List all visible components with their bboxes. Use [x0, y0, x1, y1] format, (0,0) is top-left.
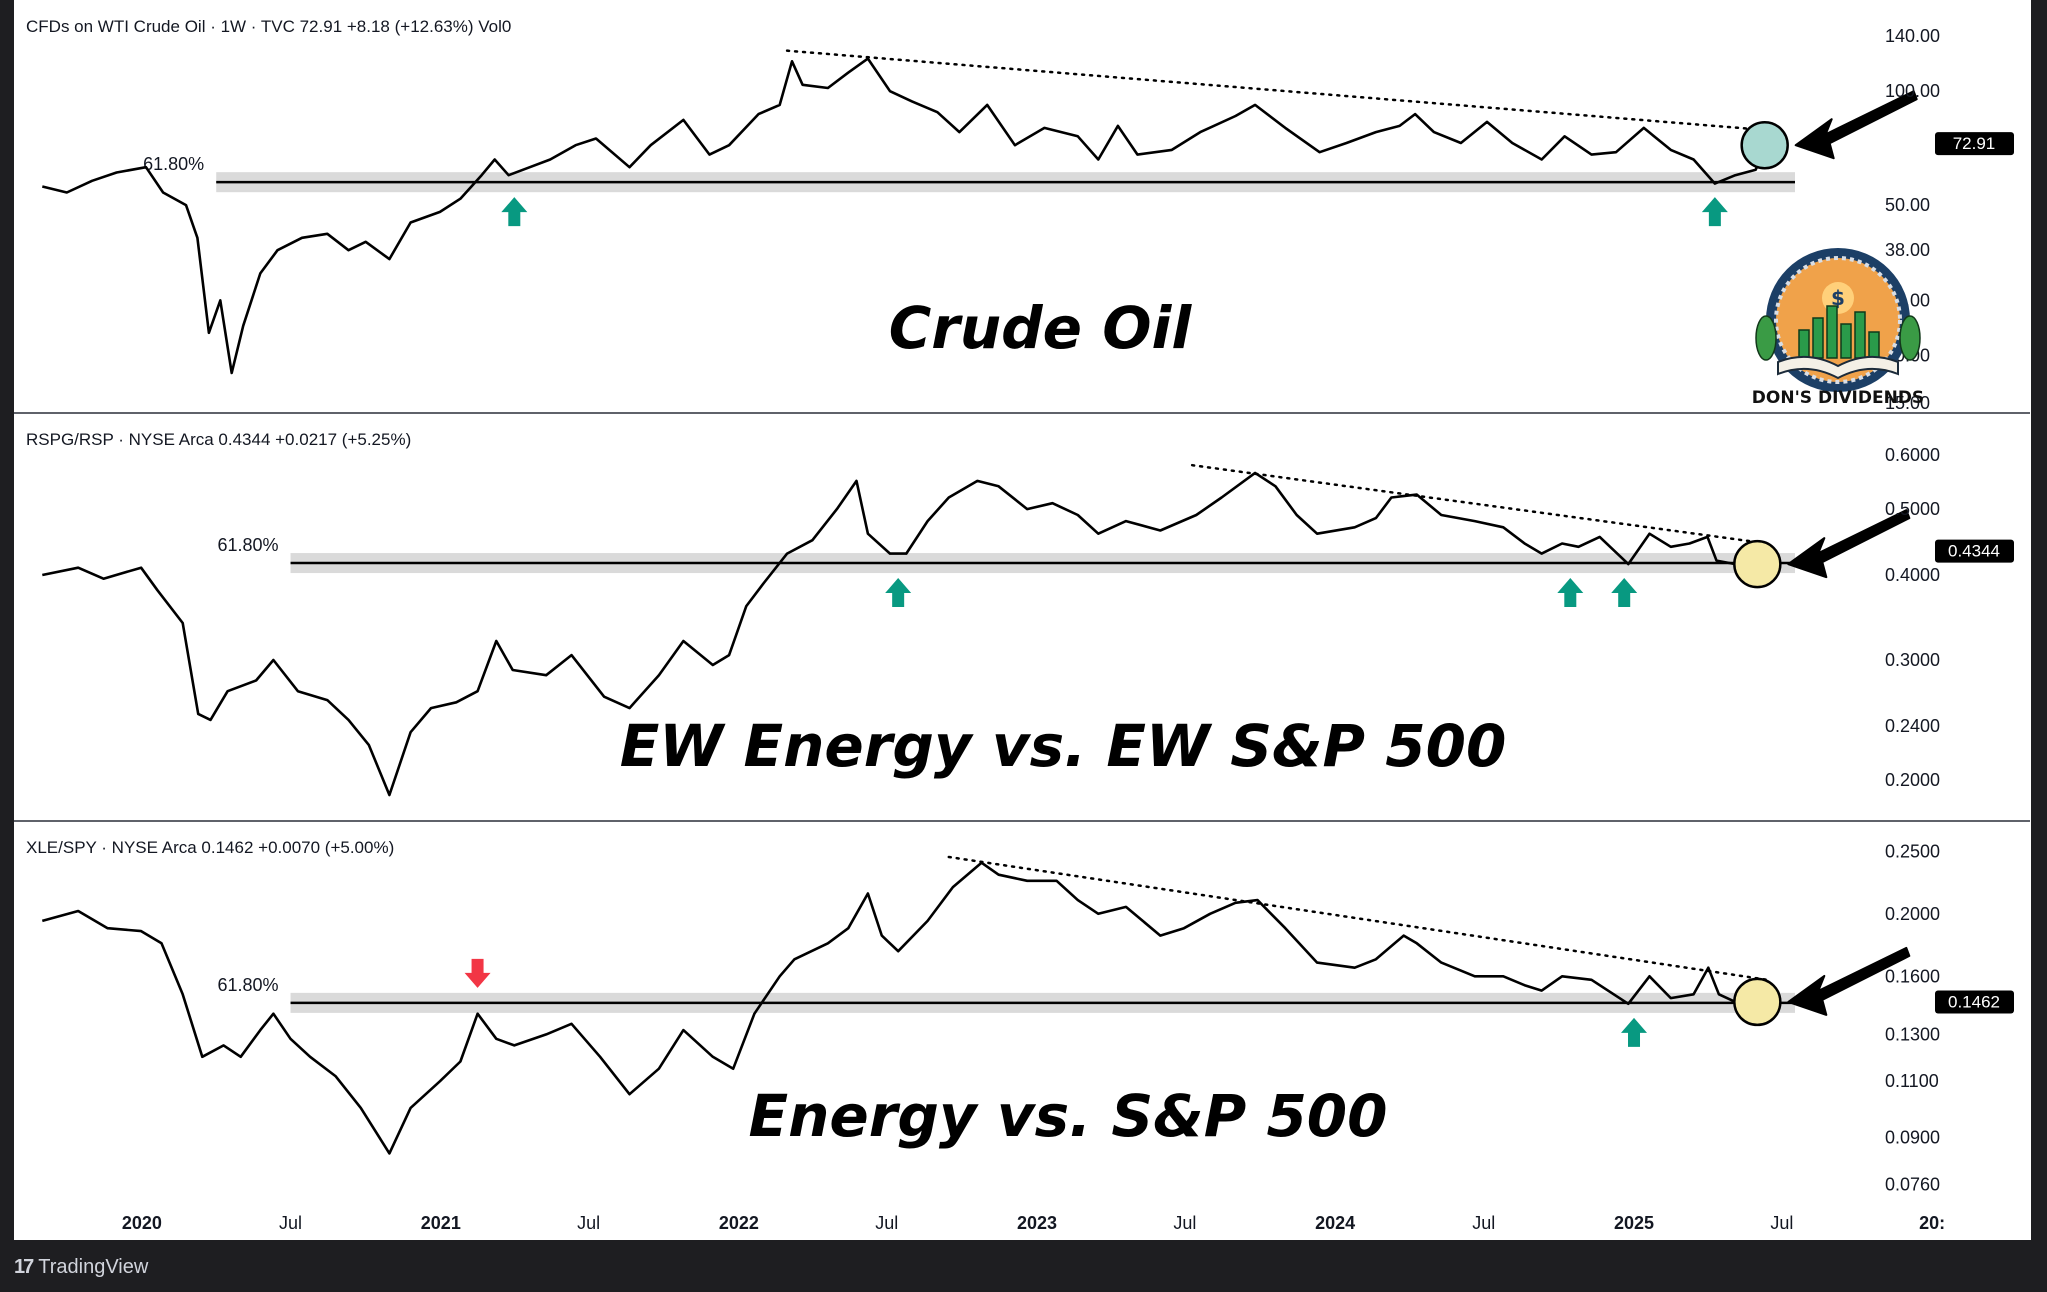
y-tick-label: 0.6000 — [1885, 445, 1940, 465]
pane-title: Crude Oil — [889, 294, 1193, 362]
y-tick-label: 0.1600 — [1885, 966, 1940, 986]
resistance-trendline — [785, 49, 1766, 132]
dons-dividends-logo-icon: $ DON'S DIVIDENDS — [1752, 248, 1924, 408]
fib-label: 61.80% — [217, 535, 278, 555]
highlight-circle — [1733, 977, 1782, 1027]
y-tick-label: 50.00 — [1885, 195, 1930, 215]
chart-pane-3: 61.80% XLE/SPY · NYSE Arca 0.1462 +0.0070… — [14, 820, 2030, 1195]
fib-label: 61.80% — [217, 975, 278, 995]
last-price-label: 0.4344 — [1948, 542, 2000, 561]
y-tick-label: 0.2000 — [1885, 770, 1940, 790]
y-tick-label: 0.2400 — [1885, 716, 1940, 736]
up-arrow-icon — [1621, 1017, 1648, 1047]
resistance-trendline — [947, 855, 1769, 982]
last-price-badge — [1935, 132, 2014, 156]
y-tick-label: 0.4000 — [1885, 565, 1940, 585]
x-tick-label: Jul — [1770, 1213, 1793, 1233]
y-tick-label: 0.0900 — [1885, 1127, 1940, 1147]
last-price-label: 72.91 — [1953, 134, 1996, 153]
y-tick-label: 0.5000 — [1885, 499, 1940, 519]
price-series-line — [42, 471, 1769, 797]
price-series-line — [41, 861, 1769, 1155]
x-tick-label: Jul — [875, 1213, 898, 1233]
y-tick-label: 0.1100 — [1885, 1071, 1939, 1091]
up-arrow-icon — [501, 197, 528, 227]
annotation-arrow-icon — [1787, 509, 1911, 579]
last-price-label: 0.1462 — [1948, 993, 2000, 1012]
x-tick-label: 20: — [1919, 1213, 1945, 1233]
y-tick-label: 0.0760 — [1885, 1175, 1940, 1195]
y-tick-label: 100.00 — [1885, 81, 1940, 101]
svg-text:$: $ — [1831, 286, 1845, 310]
tradingview-logo-icon: 17 — [14, 1256, 34, 1278]
last-price-badge — [1935, 990, 2014, 1014]
y-tick-label: 140.00 — [1885, 26, 1940, 46]
x-tick-label: Jul — [1173, 1213, 1196, 1233]
x-tick-label: Jul — [1472, 1213, 1495, 1233]
pane-title: Energy vs. S&P 500 — [748, 1082, 1387, 1150]
y-tick-label: 0.1300 — [1885, 1024, 1940, 1044]
up-arrow-icon — [1611, 578, 1638, 608]
x-tick-label: 2020 — [122, 1213, 162, 1233]
y-tick-label: 0.2500 — [1885, 841, 1940, 861]
x-tick-label: 2024 — [1315, 1213, 1355, 1233]
highlight-circle — [1740, 120, 1789, 170]
annotation-arrow-icon — [1787, 946, 1911, 1016]
pane-header: RSPG/RSP · NYSE Arca 0.4344 +0.0217 (+5.… — [26, 430, 411, 449]
pane-header: CFDs on WTI Crude Oil · 1W · TVC 72.91 +… — [26, 17, 511, 36]
chart-pane-1: 61.80% CFDs on WTI Crude Oil · 1W · TVC 7… — [26, 17, 2014, 413]
y-tick-label: 0.3000 — [1885, 650, 1940, 670]
footer-brand-label: TradingView — [38, 1256, 149, 1278]
watermark-text: DON'S DIVIDENDS — [1752, 388, 1924, 408]
highlight-circle — [1733, 539, 1782, 589]
footer-brand[interactable]: 17 TradingView — [14, 1256, 148, 1279]
x-tick-label: 2025 — [1614, 1213, 1654, 1233]
up-arrow-icon — [1557, 578, 1584, 608]
pane-title: EW Energy vs. EW S&P 500 — [620, 712, 1507, 780]
chart-background — [14, 0, 2031, 1240]
pane-header: XLE/SPY · NYSE Arca 0.1462 +0.0070 (+5.0… — [26, 838, 394, 857]
resistance-trendline — [1190, 463, 1769, 545]
x-axis: 2020 Jul 2021 Jul 2022 Jul 2023 Jul 2024 Jul 2025 J… — [122, 1213, 1945, 1233]
x-tick-label: 2023 — [1017, 1213, 1057, 1233]
price-series-line — [41, 57, 1769, 375]
fib-label: 61.80% — [143, 154, 204, 174]
y-tick-label: 38.00 — [1885, 240, 1930, 260]
annotation-arrow-icon — [1794, 90, 1918, 160]
last-price-badge — [1935, 539, 2014, 563]
y-tick-label: 15.00 — [1885, 393, 1930, 413]
down-arrow-icon — [464, 958, 491, 988]
y-tick-label: 0.2000 — [1885, 904, 1940, 924]
x-tick-label: 2021 — [421, 1213, 461, 1233]
x-tick-label: Jul — [577, 1213, 600, 1233]
chart-pane-2: 61.80% RSPG/RSP · NYSE Arca 0.4344 +0.021… — [14, 412, 2030, 797]
up-arrow-icon — [1701, 197, 1728, 227]
up-arrow-icon — [885, 578, 912, 608]
x-tick-label: 2022 — [719, 1213, 759, 1233]
x-tick-label: Jul — [279, 1213, 302, 1233]
